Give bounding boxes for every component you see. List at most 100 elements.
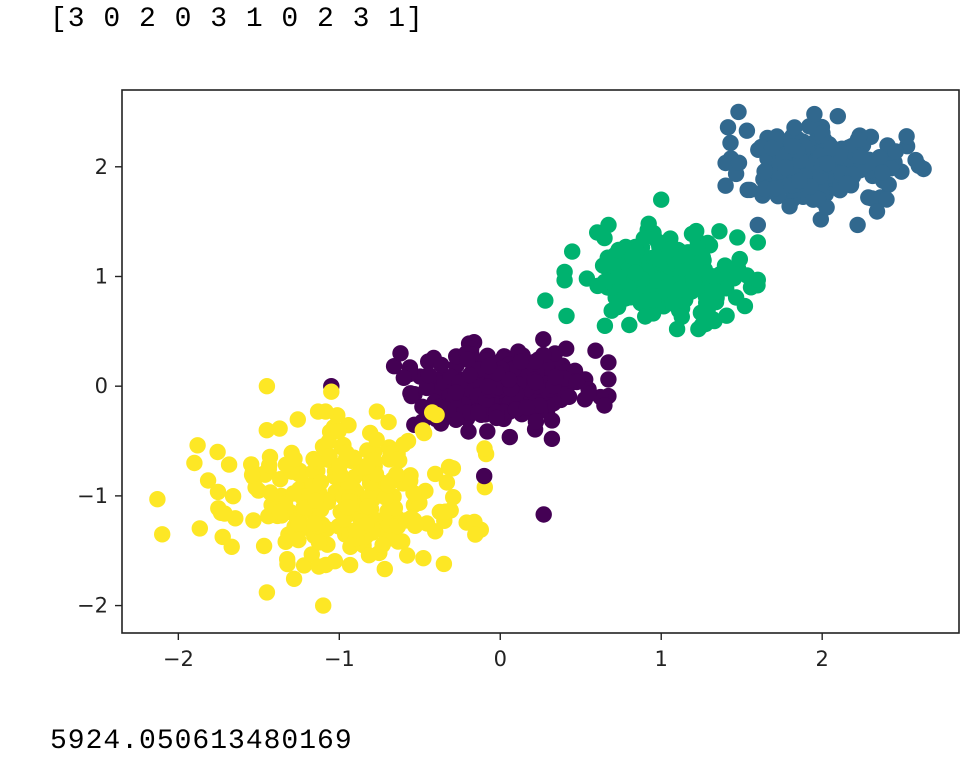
data-point-cluster-3 bbox=[255, 537, 273, 555]
data-point-cluster-3 bbox=[149, 491, 166, 508]
data-point-cluster-3 bbox=[339, 499, 357, 516]
data-point-cluster-3 bbox=[399, 547, 416, 564]
data-point-cluster-3 bbox=[389, 451, 406, 468]
data-point-cluster-3 bbox=[279, 551, 296, 568]
inertia-output: 5924.050613480169 bbox=[50, 726, 353, 757]
data-point-cluster-2 bbox=[596, 317, 614, 334]
x-tick-label: 0 bbox=[494, 647, 507, 671]
data-point-cluster-2 bbox=[556, 272, 573, 289]
data-point-cluster-1 bbox=[786, 119, 803, 136]
data-point-cluster-3 bbox=[330, 423, 347, 440]
data-point-cluster-2 bbox=[668, 320, 686, 338]
data-point-cluster-1 bbox=[763, 139, 781, 157]
data-point-cluster-2 bbox=[589, 277, 606, 295]
data-point-cluster-1 bbox=[806, 105, 823, 123]
data-point-cluster-3 bbox=[377, 489, 394, 506]
data-point-cluster-3 bbox=[258, 584, 276, 601]
data-point-cluster-1 bbox=[823, 140, 840, 157]
data-point-cluster-3 bbox=[289, 411, 306, 428]
data-point-cluster-2 bbox=[645, 291, 662, 309]
data-point-cluster-0 bbox=[512, 353, 530, 370]
data-point-cluster-0 bbox=[470, 404, 487, 422]
data-point-cluster-0 bbox=[395, 369, 412, 386]
data-point-cluster-3 bbox=[405, 484, 422, 502]
data-point-cluster-0 bbox=[600, 371, 617, 388]
data-point-cluster-1 bbox=[722, 134, 739, 152]
data-point-cluster-2 bbox=[736, 297, 754, 315]
data-point-cluster-2 bbox=[664, 295, 681, 312]
data-point-cluster-3 bbox=[245, 512, 262, 529]
data-point-cluster-0 bbox=[480, 357, 498, 375]
data-point-cluster-3 bbox=[243, 466, 261, 484]
data-point-cluster-1 bbox=[781, 198, 798, 215]
data-point-cluster-1 bbox=[838, 175, 855, 192]
data-point-cluster-0 bbox=[392, 345, 409, 362]
data-point-cluster-2 bbox=[705, 268, 722, 285]
data-point-cluster-3 bbox=[199, 472, 217, 489]
data-point-cluster-3 bbox=[435, 555, 453, 573]
data-point-cluster-3 bbox=[415, 550, 432, 567]
data-point-cluster-3 bbox=[262, 484, 279, 501]
y-tick-label: −1 bbox=[77, 484, 108, 508]
data-point-cluster-3 bbox=[285, 485, 302, 502]
data-point-cluster-1 bbox=[738, 122, 756, 139]
data-point-cluster-0 bbox=[527, 373, 544, 391]
data-point-cluster-0 bbox=[568, 373, 586, 391]
data-point-cluster-3 bbox=[437, 503, 454, 520]
data-point-cluster-2 bbox=[609, 268, 627, 285]
data-point-cluster-3 bbox=[438, 474, 456, 491]
data-point-cluster-1 bbox=[777, 159, 794, 176]
data-point-cluster-3 bbox=[476, 440, 493, 457]
data-point-cluster-1 bbox=[874, 164, 891, 181]
data-point-cluster-2 bbox=[729, 229, 746, 246]
scatter-chart: −2 −1 0 1 2 −2 −1 0 1 2 bbox=[77, 89, 960, 671]
x-tick-label: −1 bbox=[324, 647, 355, 671]
data-point-cluster-1 bbox=[730, 154, 748, 171]
data-point-cluster-3 bbox=[380, 413, 397, 431]
data-point-cluster-1 bbox=[849, 131, 867, 148]
data-point-cluster-0 bbox=[558, 340, 575, 357]
x-tick-label: 2 bbox=[815, 647, 828, 671]
data-point-cluster-1 bbox=[717, 177, 734, 194]
data-point-cluster-3 bbox=[374, 536, 391, 554]
data-point-cluster-3 bbox=[305, 450, 322, 468]
data-point-cluster-3 bbox=[368, 431, 385, 448]
data-point-cluster-0 bbox=[433, 356, 450, 374]
data-point-cluster-0 bbox=[600, 354, 617, 371]
x-axis: −2 −1 0 1 2 bbox=[163, 633, 829, 671]
data-point-cluster-3 bbox=[271, 503, 288, 521]
data-point-cluster-2 bbox=[621, 316, 638, 334]
data-point-cluster-0 bbox=[543, 430, 561, 447]
data-point-cluster-3 bbox=[317, 403, 334, 420]
data-point-cluster-0 bbox=[500, 371, 518, 388]
y-tick-label: 0 bbox=[95, 374, 108, 398]
data-point-cluster-1 bbox=[756, 163, 773, 180]
data-point-cluster-2 bbox=[688, 239, 706, 256]
data-point-cluster-0 bbox=[476, 467, 493, 485]
data-point-cluster-2 bbox=[537, 292, 554, 309]
data-point-cluster-1 bbox=[791, 172, 808, 190]
data-point-cluster-3 bbox=[338, 444, 355, 461]
data-point-cluster-2 bbox=[671, 281, 688, 299]
data-point-cluster-2 bbox=[618, 288, 635, 306]
data-point-cluster-0 bbox=[531, 397, 548, 414]
data-point-cluster-2 bbox=[564, 243, 581, 260]
data-point-cluster-3 bbox=[258, 378, 276, 395]
data-point-cluster-3 bbox=[406, 517, 424, 534]
data-point-cluster-2 bbox=[662, 240, 679, 258]
data-point-cluster-1 bbox=[878, 191, 895, 208]
data-point-cluster-2 bbox=[673, 308, 690, 325]
data-point-cluster-3 bbox=[415, 424, 433, 442]
data-point-cluster-0 bbox=[418, 379, 435, 397]
data-point-cluster-3 bbox=[394, 533, 411, 550]
data-point-cluster-3 bbox=[303, 546, 320, 563]
data-point-cluster-0 bbox=[580, 385, 597, 403]
data-point-cluster-3 bbox=[376, 560, 393, 578]
data-point-cluster-3 bbox=[359, 498, 376, 515]
data-point-cluster-1 bbox=[849, 216, 866, 234]
data-point-cluster-3 bbox=[290, 516, 307, 533]
data-point-cluster-3 bbox=[310, 534, 328, 551]
data-point-cluster-3 bbox=[216, 505, 233, 522]
data-point-cluster-1 bbox=[766, 180, 784, 197]
data-point-cluster-2 bbox=[690, 320, 707, 338]
